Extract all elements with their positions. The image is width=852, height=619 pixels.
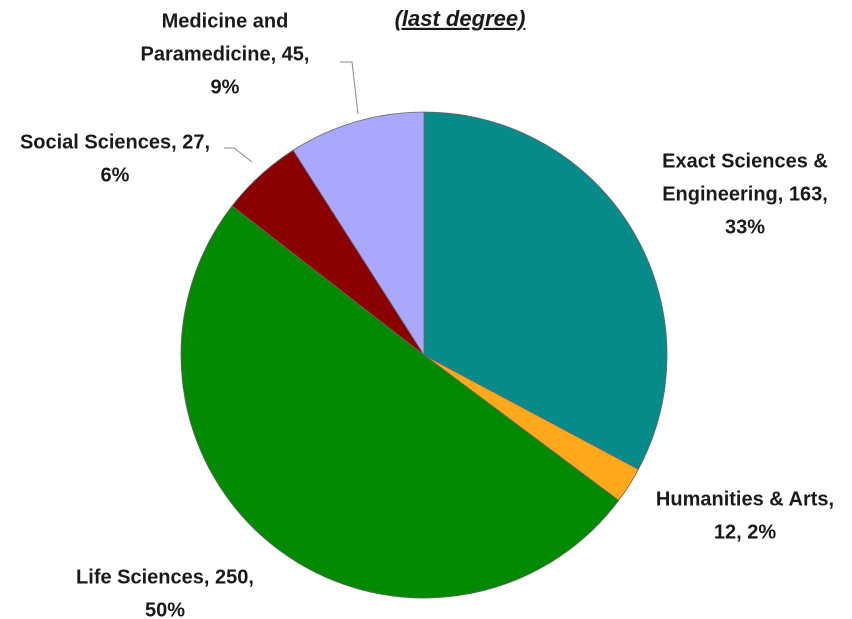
chart-title: (last degree) bbox=[395, 6, 526, 31]
pie-slice bbox=[180, 205, 620, 599]
slice-label: Life Sciences, 250, bbox=[76, 566, 254, 588]
slice-label: 6% bbox=[101, 164, 130, 186]
slice-label: Exact Sciences & bbox=[662, 150, 828, 172]
slice-label: 9% bbox=[211, 76, 240, 98]
slice-label: Engineering, 163, bbox=[662, 183, 828, 205]
slice-label: Medicine and bbox=[162, 10, 289, 32]
slice-label: 12, 2% bbox=[714, 521, 776, 543]
slice-label: Paramedicine, 45, bbox=[141, 43, 310, 65]
pie-slice bbox=[423, 111, 668, 470]
leader-line bbox=[224, 147, 253, 163]
pie-slice bbox=[292, 111, 425, 357]
leader-line bbox=[340, 61, 359, 115]
slice-label: 50% bbox=[145, 599, 185, 619]
slice-label: Humanities & Arts, bbox=[656, 488, 834, 510]
slice-label: 33% bbox=[725, 216, 765, 238]
slice-label: Social Sciences, 27, bbox=[20, 131, 210, 153]
